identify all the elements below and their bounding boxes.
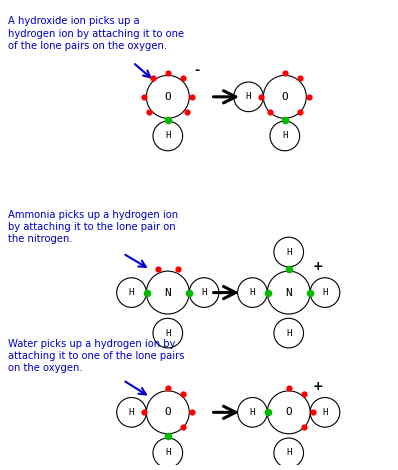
Text: H: H <box>322 408 328 417</box>
Ellipse shape <box>238 398 267 427</box>
Ellipse shape <box>238 278 267 307</box>
Ellipse shape <box>267 271 310 314</box>
Text: H: H <box>165 329 170 337</box>
Text: H: H <box>129 288 134 297</box>
Ellipse shape <box>263 75 306 118</box>
Text: H: H <box>250 288 255 297</box>
Text: O: O <box>164 407 171 417</box>
Ellipse shape <box>153 318 183 348</box>
Text: H: H <box>165 448 170 457</box>
Ellipse shape <box>146 391 189 434</box>
Text: +: + <box>313 260 323 273</box>
Text: O: O <box>281 92 288 102</box>
Text: H: H <box>286 448 291 457</box>
Ellipse shape <box>117 398 146 427</box>
Text: H: H <box>165 132 170 141</box>
Text: -: - <box>195 64 200 77</box>
Ellipse shape <box>146 75 189 118</box>
Ellipse shape <box>274 318 304 348</box>
Ellipse shape <box>153 121 183 151</box>
Ellipse shape <box>153 438 183 468</box>
Ellipse shape <box>189 278 219 307</box>
Ellipse shape <box>234 82 263 112</box>
Text: O: O <box>164 92 171 102</box>
Text: Water picks up a hydrogen ion by
attaching it to one of the lone pairs
on the ox: Water picks up a hydrogen ion by attachi… <box>8 338 184 374</box>
Ellipse shape <box>310 398 340 427</box>
Text: H: H <box>282 132 287 141</box>
Text: H: H <box>246 92 251 102</box>
Text: Ammonia picks up a hydrogen ion
by attaching it to the lone pair on
the nitrogen: Ammonia picks up a hydrogen ion by attac… <box>8 210 178 244</box>
Text: H: H <box>129 408 134 417</box>
Text: +: + <box>313 380 323 393</box>
Text: H: H <box>286 248 291 257</box>
Ellipse shape <box>270 121 300 151</box>
Ellipse shape <box>117 278 146 307</box>
Ellipse shape <box>267 391 310 434</box>
Text: H: H <box>201 288 207 297</box>
Text: A hydroxide ion picks up a
hydrogen ion by attaching it to one
of the lone pairs: A hydroxide ion picks up a hydrogen ion … <box>8 16 184 51</box>
Ellipse shape <box>274 438 304 468</box>
Ellipse shape <box>274 237 304 267</box>
Text: H: H <box>322 288 328 297</box>
Text: N: N <box>164 288 171 298</box>
Ellipse shape <box>146 271 189 314</box>
Text: N: N <box>285 288 292 298</box>
Text: O: O <box>285 407 292 417</box>
Text: H: H <box>250 408 255 417</box>
Ellipse shape <box>310 278 340 307</box>
Text: H: H <box>286 329 291 337</box>
